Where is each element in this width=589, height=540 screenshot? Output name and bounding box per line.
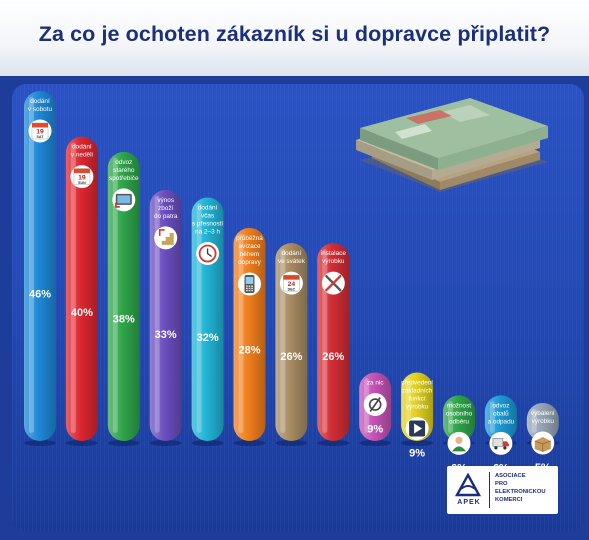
tv-icon: [112, 188, 136, 212]
clock-icon: [196, 242, 220, 266]
bar-highlight: [154, 195, 160, 433]
svg-text:24: 24: [288, 281, 296, 288]
bar: [443, 395, 475, 441]
value-label: 46%: [29, 289, 51, 301]
bar-group: výnos zboží do patra 33%: [149, 189, 182, 446]
value-label: 26%: [322, 351, 344, 363]
bar-shadow: [107, 440, 140, 446]
svg-text:SAT: SAT: [37, 135, 45, 139]
apek-logo: APEK ASOCIACE PRO ELEKTRONICKOU KOMERCI: [447, 466, 558, 514]
bar: [275, 243, 308, 441]
bar-highlight: [448, 401, 453, 433]
bar: [24, 91, 56, 441]
bar-shadow: [149, 440, 182, 446]
value-label: 26%: [280, 351, 302, 363]
logo-name-line: KOMERCI: [495, 497, 523, 503]
value-label: 9%: [409, 448, 425, 460]
category-label: možnost osobního odběru: [446, 402, 473, 425]
category-label: dodání včas s přesností na 2–3 h: [192, 205, 223, 236]
category-label: dodání v neděli: [71, 144, 93, 159]
category-label: dodání v sobotu: [28, 98, 53, 113]
play-icon: [405, 417, 429, 441]
logo-name-line: PRO: [495, 481, 508, 487]
value-label: 38%: [113, 313, 135, 325]
value-label: 40%: [71, 307, 93, 319]
bar-shadow: [359, 440, 392, 446]
bar-group: dodání včas s přesností na 2–3 h 32%: [191, 197, 224, 446]
logo-abbreviation: APEK: [457, 499, 481, 506]
box-icon: [531, 431, 555, 455]
stairs-icon: [154, 226, 178, 250]
category-label: dodání ve svátek: [278, 250, 306, 265]
category-label: předvedení základních funkcí výrobku: [401, 380, 433, 411]
bar-group: průběžná avízace během dopravy 28%: [233, 227, 266, 446]
logo-name-line: ELEKTRONICKOU: [495, 489, 546, 495]
bar: [484, 395, 517, 441]
header-band: Za co je ochoten zákazník si u dopravce …: [0, 0, 589, 76]
logo-name: ASOCIACE PRO ELEKTRONICKOU KOMERCI: [495, 472, 555, 504]
empty-set-icon: [363, 393, 387, 417]
value-label: 9%: [367, 424, 383, 436]
bar-group: možnostosobníhoodběru6%: [443, 395, 475, 474]
bar-group: za nic 9%: [359, 372, 392, 446]
svg-text:DEC: DEC: [288, 287, 296, 291]
bar-shadow: [24, 440, 56, 446]
bar: [149, 189, 182, 441]
chart-title: Za co je ochoten zákazník si u dopravce …: [38, 22, 551, 46]
svg-text:19: 19: [36, 129, 44, 136]
phone-icon: [238, 272, 261, 296]
bar-shadow: [233, 440, 266, 446]
apek-logo-icon: [455, 473, 481, 497]
category-label: instalace výrobku: [321, 250, 347, 265]
bar-highlight: [322, 249, 328, 433]
value-label: 28%: [238, 345, 260, 357]
tools-icon: [321, 271, 345, 295]
bar: [526, 402, 559, 441]
bar-shadow: [401, 440, 434, 446]
bar-shadow: [65, 440, 98, 446]
category-label: průběžná avízace během dopravy: [236, 234, 263, 266]
bar-shadow: [317, 440, 350, 446]
bar: [65, 136, 98, 442]
bar-highlight: [29, 97, 34, 433]
bar-group: odvoz starého spotřebiče 38%: [107, 151, 140, 446]
svg-text:19: 19: [78, 174, 86, 181]
category-label: odvoz starého spotřebiče: [109, 159, 139, 182]
category-label: odvoz obalů a odpadu: [488, 402, 515, 425]
bar-highlight: [406, 378, 412, 433]
value-label: 33%: [155, 329, 177, 341]
bar-group: předvedení základních funkcí výrobku 9%: [401, 372, 434, 460]
money-illustration: [356, 98, 548, 192]
category-label: za nic: [367, 380, 384, 387]
category-label: vybalení výrobku: [531, 410, 555, 425]
svg-text:SUN: SUN: [78, 181, 86, 185]
bar-shadow: [275, 440, 308, 446]
bar-highlight: [531, 408, 537, 433]
bar: [107, 151, 140, 441]
person-icon: [447, 431, 471, 455]
bar-group: vybalenívýrobku5%: [526, 402, 559, 474]
logo-divider: [489, 472, 490, 508]
bar-highlight: [280, 249, 286, 433]
logo-name-line: ASOCIACE: [495, 473, 526, 479]
bar-highlight: [70, 142, 76, 434]
value-label: 32%: [197, 332, 219, 344]
bar: [317, 243, 350, 441]
bar-shadow: [191, 440, 224, 446]
bar-highlight: [489, 401, 495, 433]
bar-highlight: [196, 203, 202, 433]
truck-icon: [489, 431, 513, 455]
bar-group: instalace výrobku 26%: [317, 243, 350, 446]
bar-highlight: [112, 157, 118, 433]
category-label: výnos zboží do patra: [154, 197, 178, 220]
